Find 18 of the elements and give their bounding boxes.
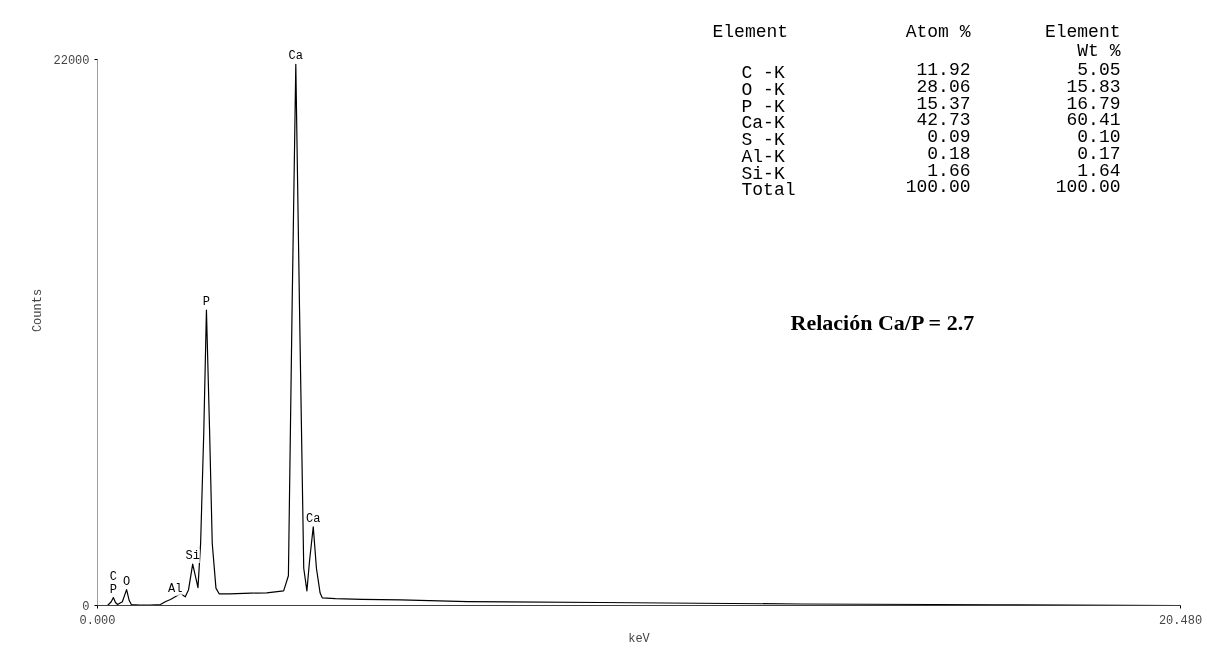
annotation: Al [168, 581, 183, 596]
x-tick-label: 20.480 [1158, 613, 1203, 628]
annotation: Element Wt % [1044, 22, 1121, 62]
annotation: Si [185, 549, 200, 564]
annotation: Ca [306, 511, 321, 526]
annotation: P [202, 295, 211, 310]
annotation: C [109, 569, 117, 584]
annotation: P [109, 582, 117, 597]
text: Element [712, 22, 789, 43]
x-tick-label: 0.000 [79, 613, 116, 628]
y-axis-title: Counts [31, 288, 46, 333]
annotation: Ca [288, 49, 304, 64]
y-tick-label: 22000 [53, 53, 90, 68]
annotation: Relación Ca/P = 2.7 [790, 309, 975, 335]
annotation: O [122, 574, 131, 589]
y-tick-label: 0 [82, 600, 90, 614]
text: Atom % [905, 22, 971, 43]
x-axis-title: keV [628, 631, 651, 646]
